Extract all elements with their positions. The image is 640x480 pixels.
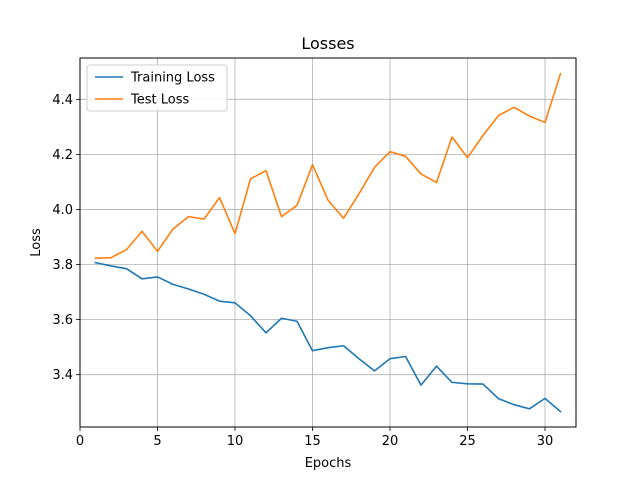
series-lines xyxy=(94,72,562,413)
y-tick-label: 3.8 xyxy=(52,258,73,273)
legend-label: Test Loss xyxy=(130,93,189,108)
plot-area-frame xyxy=(79,57,577,428)
y-tick-label: 4.2 xyxy=(52,148,73,163)
x-tick-label: 30 xyxy=(537,434,554,449)
y-tick-label: 3.4 xyxy=(52,368,73,383)
x-axis-label: Epochs xyxy=(305,456,352,471)
y-tick-label: 4.0 xyxy=(52,203,73,218)
legend-label: Training Loss xyxy=(130,71,215,86)
x-tick-label: 20 xyxy=(382,434,399,449)
grid xyxy=(79,58,576,427)
series-line-training-loss xyxy=(94,261,562,413)
x-tick-label: 15 xyxy=(304,434,321,449)
x-tick-label: 25 xyxy=(459,434,476,449)
y-tick-label: 3.6 xyxy=(52,313,73,328)
x-tick-label: 0 xyxy=(76,434,84,449)
chart-title: Losses xyxy=(301,34,354,53)
x-tick-label: 5 xyxy=(153,434,161,449)
legend: Training Loss Test Loss xyxy=(86,64,228,112)
x-tick-label: 10 xyxy=(227,434,244,449)
axis-ticks: 0 5 10 15 20 25 30 3.4 3.6 3.8 4.0 4.2 4.4 xyxy=(52,93,553,449)
y-axis-label: Loss xyxy=(29,228,44,257)
series-line-test-loss xyxy=(94,72,562,260)
y-tick-label: 4.4 xyxy=(52,93,73,108)
